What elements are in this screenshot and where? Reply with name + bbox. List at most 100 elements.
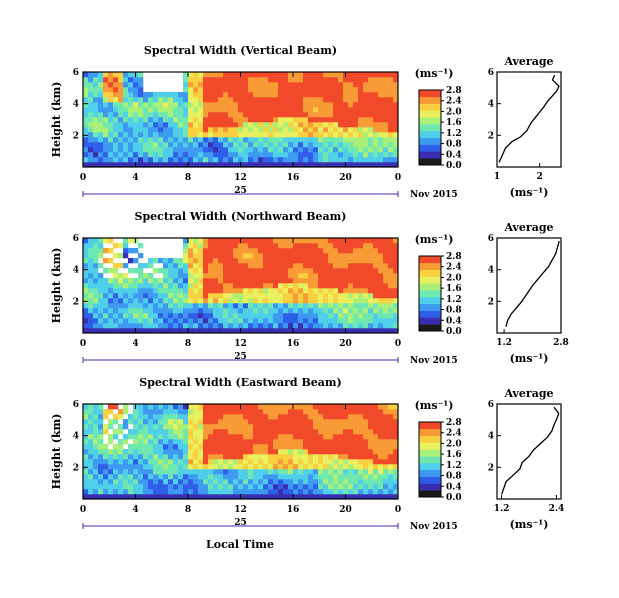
heatmap-cell — [208, 248, 214, 254]
heatmap-cell — [358, 318, 364, 324]
heatmap-cell — [263, 82, 269, 88]
heatmap-cell — [153, 479, 159, 485]
heatmap-cell — [213, 72, 219, 78]
heatmap-cell — [113, 157, 119, 163]
avg-x-tick-label: 1.2 — [496, 338, 512, 348]
heatmap-cell — [238, 92, 244, 98]
heatmap-cell — [388, 243, 394, 249]
heatmap-cell — [313, 107, 319, 113]
heatmap-cell — [118, 82, 124, 88]
heatmap-cell — [368, 404, 374, 410]
heatmap-cell — [243, 102, 249, 108]
heatmap-cell — [93, 288, 99, 294]
heatmap-cell — [388, 409, 394, 415]
heatmap-cell — [198, 92, 204, 98]
heatmap-cell — [158, 419, 164, 425]
heatmap-cell — [328, 283, 334, 289]
heatmap-cell — [133, 147, 139, 153]
heatmap-cell — [208, 444, 214, 450]
heatmap-cell — [103, 444, 109, 450]
heatmap-cell — [83, 283, 89, 289]
heatmap-cell — [138, 404, 144, 410]
heatmap-cell — [93, 162, 99, 168]
heatmap-cell — [98, 122, 104, 128]
heatmap-cell — [153, 288, 159, 294]
heatmap-cell — [113, 323, 119, 329]
heatmap-cell — [268, 424, 274, 430]
heatmap-cell — [93, 107, 99, 113]
heatmap-cell — [93, 494, 99, 500]
heatmap-cell — [223, 102, 229, 108]
heatmap-cell — [148, 152, 154, 158]
heatmap-cell — [98, 308, 104, 314]
heatmap-cell — [183, 238, 189, 244]
heatmap-cell — [193, 484, 199, 490]
heatmap-cell — [128, 434, 134, 440]
heatmap-cell — [278, 434, 284, 440]
heatmap-cell — [228, 132, 234, 138]
heatmap-cell — [358, 298, 364, 304]
heatmap-cell — [248, 127, 254, 133]
heatmap-cell — [193, 449, 199, 455]
heatmap-cell — [258, 474, 264, 480]
heatmap-cell — [228, 137, 234, 143]
heatmap-cell — [373, 439, 379, 445]
heatmap-cell — [223, 82, 229, 88]
heatmap-cell — [248, 409, 254, 415]
heatmap-cell — [333, 97, 339, 103]
heatmap-cell — [298, 273, 304, 279]
heatmap-cell — [298, 479, 304, 485]
heatmap-cell — [378, 142, 384, 148]
heatmap-cell — [293, 273, 299, 279]
heatmap-cell — [278, 258, 284, 264]
heatmap-cell — [118, 147, 124, 153]
heatmap-cell — [383, 429, 389, 435]
heatmap-cell — [343, 419, 349, 425]
heatmap-cell — [228, 263, 234, 269]
heatmap-cell — [343, 484, 349, 490]
heatmap-cell — [178, 449, 184, 455]
heatmap-cell — [108, 132, 114, 138]
heatmap-cell — [173, 157, 179, 163]
heatmap-cell — [303, 414, 309, 420]
heatmap-cell — [103, 117, 109, 123]
heatmap-cell — [238, 263, 244, 269]
heatmap-cell — [188, 454, 194, 460]
heatmap-cell — [248, 268, 254, 274]
heatmap-cell — [378, 238, 384, 244]
heatmap-cell — [368, 263, 374, 269]
heatmap-cell — [288, 464, 294, 470]
heatmap-cell — [288, 419, 294, 425]
heatmap-cell — [133, 97, 139, 103]
heatmap-cell — [353, 253, 359, 259]
heatmap-cell — [173, 323, 179, 329]
heatmap-cell — [388, 152, 394, 158]
heatmap-cell — [183, 92, 189, 98]
heatmap-cell — [338, 122, 344, 128]
heatmap-cell — [213, 152, 219, 158]
heatmap-cell — [258, 278, 264, 284]
heatmap-cell — [153, 323, 159, 329]
heatmap-cell — [233, 283, 239, 289]
heatmap-cell — [93, 152, 99, 158]
heatmap-cell — [258, 464, 264, 470]
heatmap-cell — [253, 293, 259, 299]
heatmap-cell — [368, 479, 374, 485]
heatmap-cell — [243, 238, 249, 244]
heatmap-cell — [108, 419, 114, 425]
heatmap-cell — [223, 424, 229, 430]
heatmap-cell — [128, 308, 134, 314]
heatmap-cell — [378, 298, 384, 304]
heatmap-cell — [248, 253, 254, 259]
heatmap-cell — [93, 409, 99, 415]
heatmap-cell — [188, 278, 194, 284]
heatmap-cell — [273, 464, 279, 470]
heatmap-cell — [368, 243, 374, 249]
heatmap-cell — [323, 414, 329, 420]
heatmap-cell — [158, 132, 164, 138]
heatmap-cell — [198, 127, 204, 133]
heatmap-cell — [388, 278, 394, 284]
heatmap-cell — [218, 283, 224, 289]
heatmap-cell — [158, 444, 164, 450]
heatmap-cell — [298, 142, 304, 148]
